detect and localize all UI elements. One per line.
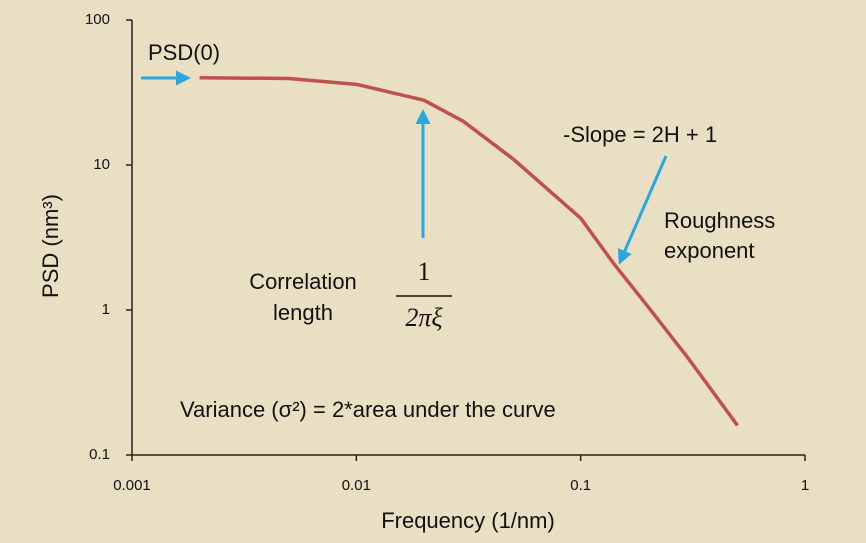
- y-tick-label: 100: [85, 11, 110, 28]
- annotation: exponent: [664, 238, 755, 263]
- x-axis-label: Frequency (1/nm): [381, 508, 555, 533]
- annotation: Roughness: [664, 208, 775, 233]
- annotation: Variance (σ²) = 2*area under the curve: [180, 397, 556, 422]
- annotation: 1: [418, 257, 431, 286]
- annotation: length: [273, 300, 333, 325]
- annotation: 2πξ: [405, 303, 443, 332]
- data-line: [199, 75, 739, 427]
- y-tick-label: 1: [102, 301, 110, 318]
- arrow: [617, 155, 668, 265]
- annotation: PSD(0): [148, 40, 220, 65]
- annotation: Correlation: [249, 269, 357, 294]
- annotation: -Slope = 2H + 1: [563, 122, 717, 147]
- x-tick-label: 0.01: [342, 477, 371, 494]
- x-tick-label: 0.1: [570, 477, 591, 494]
- annotation-arrows: [141, 70, 668, 265]
- y-tick-label: 0.1: [89, 446, 110, 463]
- y-axis-label: PSD (nm³): [38, 194, 63, 298]
- y-tick-label: 10: [93, 156, 110, 173]
- x-tick-label: 0.001: [113, 477, 151, 494]
- x-tick-label: 1: [801, 477, 809, 494]
